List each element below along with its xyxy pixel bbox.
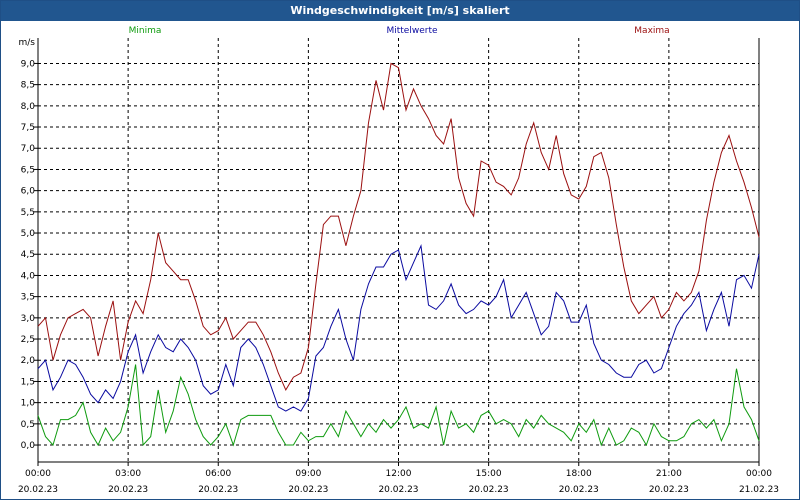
x-tick-time-label: 03:00 bbox=[115, 469, 141, 479]
x-tick-date-label: 20.02.23 bbox=[198, 485, 238, 495]
y-tick-label: 9,0 bbox=[21, 59, 36, 69]
x-tick-time-label: 21:00 bbox=[656, 469, 682, 479]
x-tick-time-label: 06:00 bbox=[205, 469, 231, 479]
window-title: Windgeschwindigkeit [m/s] skaliert bbox=[1, 1, 799, 21]
x-tick-time-label: 00:00 bbox=[746, 469, 772, 479]
x-tick-time-label: 15:00 bbox=[476, 469, 502, 479]
legend-maxima: Maxima bbox=[634, 26, 669, 36]
y-tick-label: 8,5 bbox=[21, 81, 35, 91]
y-tick-label: 2,0 bbox=[21, 356, 36, 366]
x-tick-date-label: 21.02.23 bbox=[739, 485, 779, 495]
y-tick-label: 2,5 bbox=[21, 335, 35, 345]
y-tick-label: 1,5 bbox=[21, 377, 35, 387]
y-axis-unit-label: m/s bbox=[19, 38, 36, 48]
x-tick-date-label: 20.02.23 bbox=[288, 485, 328, 495]
x-tick-time-label: 12:00 bbox=[386, 469, 412, 479]
series-line-minima bbox=[37, 364, 760, 447]
y-tick-label: 0,5 bbox=[21, 420, 35, 430]
series-line-mittelwerte bbox=[37, 243, 760, 412]
series-line-maxima bbox=[37, 62, 760, 391]
y-tick-label: 6,0 bbox=[21, 187, 36, 197]
y-tick-label: 0,0 bbox=[21, 441, 36, 451]
x-tick-date-label: 20.02.23 bbox=[108, 485, 148, 495]
y-tick-label: 7,5 bbox=[21, 123, 35, 133]
legend-minima: Minima bbox=[129, 26, 162, 36]
y-tick-label: 4,0 bbox=[21, 271, 36, 281]
y-tick-label: 8,0 bbox=[21, 102, 36, 112]
legend-mittelwerte: Mittelwerte bbox=[386, 26, 437, 36]
x-tick-date-label: 20.02.23 bbox=[559, 485, 599, 495]
y-tick-label: 5,5 bbox=[21, 208, 35, 218]
y-tick-label: 4,5 bbox=[21, 250, 35, 260]
x-tick-date-label: 20.02.23 bbox=[649, 485, 689, 495]
y-tick-label: 3,5 bbox=[21, 293, 35, 303]
x-tick-time-label: 18:00 bbox=[566, 469, 592, 479]
x-tick-date-label: 20.02.23 bbox=[378, 485, 418, 495]
x-tick-date-label: 20.02.23 bbox=[469, 485, 509, 495]
x-tick-time-label: 00:00 bbox=[25, 469, 51, 479]
y-tick-label: 7,0 bbox=[21, 144, 36, 154]
y-tick-label: 6,5 bbox=[21, 165, 35, 175]
y-tick-label: 3,0 bbox=[21, 314, 36, 324]
y-tick-label: 5,0 bbox=[21, 229, 36, 239]
x-tick-date-label: 20.02.23 bbox=[18, 485, 58, 495]
y-tick-label: 1,0 bbox=[21, 399, 36, 409]
x-tick-time-label: 09:00 bbox=[295, 469, 321, 479]
